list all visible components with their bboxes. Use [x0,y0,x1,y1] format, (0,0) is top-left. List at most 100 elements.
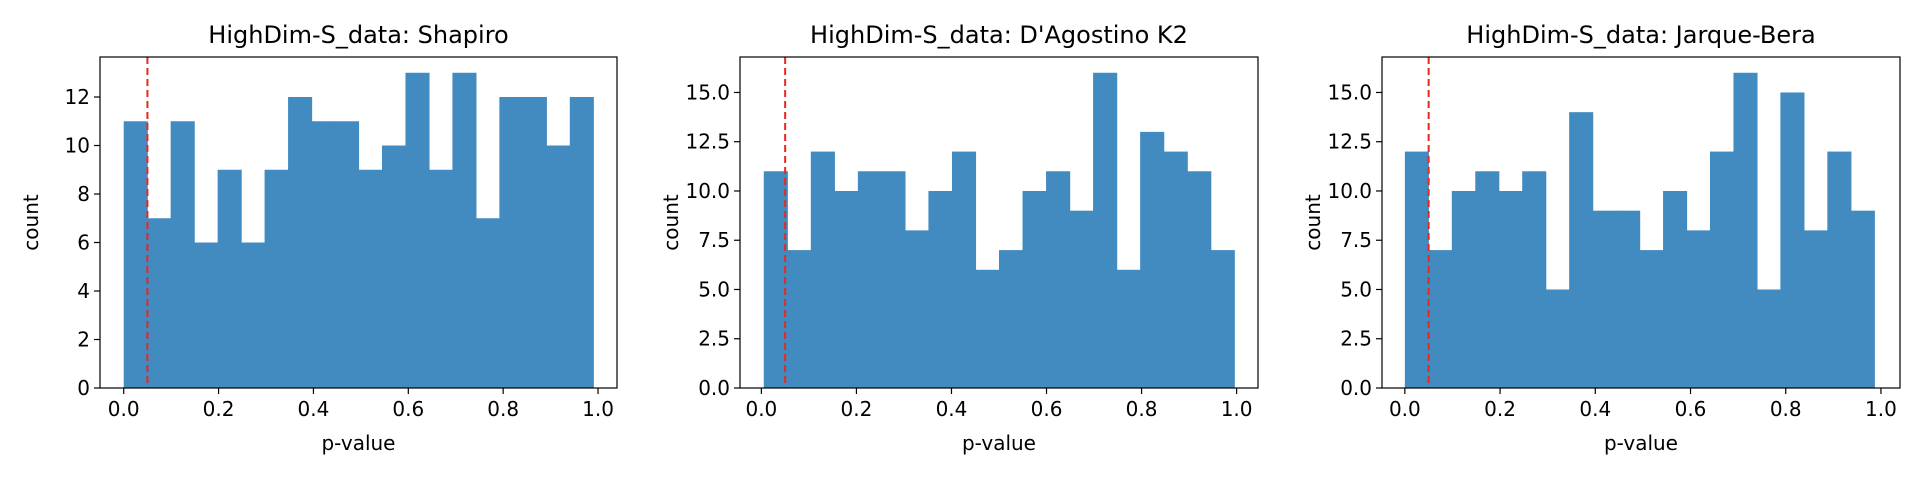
histogram-bar [1780,92,1805,388]
histogram-bar [810,151,835,388]
chart-panel-2: 0.0 0.2 0.4 0.6 0.8 1.0 0.0 2.5 5.0 7.5 10.0 12.5 15… [659,21,1259,455]
x-tick-label: 0.8 [1770,397,1802,421]
histogram-bar [1116,269,1141,388]
histogram-bar [763,171,788,388]
histogram-bar [546,145,571,388]
histogram-bar [1733,72,1758,388]
histogram-bar [1592,210,1617,388]
histogram-bar [1069,210,1094,388]
histogram-bar [1498,190,1523,388]
plot-frame [99,56,618,389]
plot-frame [739,56,1259,389]
histogram-bar [1616,210,1641,388]
x-tick-label: 0.0 [745,397,777,421]
histogram-bar [405,72,430,388]
histogram-bar [1428,250,1453,388]
x-tick-label: 1.0 [1221,397,1253,421]
histogram-bar [1210,250,1235,388]
chart-panel-3: 0.0 0.2 0.4 0.6 0.8 1.0 0.0 2.5 5.0 7.5 10.0 12.5 15… [1301,21,1901,455]
histogram-bar [288,97,313,388]
y-tick-label: 2.5 [698,327,730,351]
x-tick-label: 0.0 [108,397,140,421]
histogram-bar [881,171,906,388]
histogram-bar [975,269,1000,388]
x-tick-label: 0.2 [1484,397,1516,421]
histogram-bar [1163,151,1188,388]
histogram-bar [1093,72,1118,388]
x-tick-label: 0.8 [487,397,519,421]
histogram-bar [834,190,859,388]
histogram-bar [147,218,172,388]
y-tick-label: 7.5 [698,228,730,252]
histogram-bar [1803,230,1828,388]
x-tick-label: 0.0 [1389,397,1421,421]
histogram-bar [1709,151,1735,388]
histogram-bar [1522,171,1547,388]
y-tick-label: 15.0 [685,80,730,104]
histogram-bar [1187,171,1212,388]
y-tick-label: 10.0 [1327,179,1372,203]
y-tick-label: 2.5 [1340,327,1372,351]
histogram-bar [999,250,1024,388]
y-tick-label: 10 [65,134,90,158]
x-tick-label: 1.0 [1865,397,1897,421]
histogram-bar [522,97,547,388]
histogram-bar [241,242,266,388]
x-tick-label: 0.2 [841,397,873,421]
histogram-bar [170,121,195,388]
histogram-bar [569,97,594,388]
histogram-bar [264,169,289,388]
histogram-bar [452,72,477,388]
histogram-bar [1545,289,1570,388]
y-tick-label: 0 [77,376,90,400]
x-tick-label: 0.6 [392,397,424,421]
x-tick-label: 0.8 [1126,397,1158,421]
histogram-bar [951,151,977,388]
y-tick-label: 12 [65,85,90,109]
histogram-bar [1827,151,1852,388]
y-tick-label: 15.0 [1327,80,1372,104]
x-tick-label: 0.4 [1579,397,1611,421]
histogram-bar [475,218,500,388]
y-tick-label: 12.5 [685,130,730,154]
y-tick-label: 2 [77,328,90,352]
histogram-bar [217,169,242,388]
x-tick-label: 0.2 [203,397,235,421]
y-tick-label: 7.5 [1340,228,1372,252]
histogram-bar [1022,190,1047,388]
x-tick-label: 0.6 [1031,397,1063,421]
x-axis-label: p-value [962,431,1036,455]
histogram-bar [1569,112,1594,389]
y-tick-label: 8 [77,182,90,206]
x-tick-label: 0.6 [1675,397,1707,421]
histogram-bar [1756,289,1782,388]
histogram-bar [1663,190,1688,388]
histogram-bar [123,121,148,388]
y-tick-label: 10.0 [685,179,730,203]
y-tick-label: 4 [77,279,90,303]
y-tick-label: 0.0 [1340,376,1372,400]
y-tick-label: 5.0 [698,277,730,301]
histogram-bar [499,97,524,388]
y-axis-label: count [19,194,43,251]
y-tick-label: 5.0 [1340,277,1372,301]
y-axis-label: count [1301,194,1325,251]
histogram-bar [1639,250,1664,388]
histogram-bar [1475,171,1500,388]
histogram-bar [428,169,454,388]
histogram-bar [787,250,812,388]
x-tick-label: 1.0 [582,397,614,421]
histogram-bar [1140,131,1165,388]
y-axis-label: count [659,194,683,251]
histogram-bar [335,121,360,388]
histogram-bar [1686,230,1711,388]
chart-title: HighDim-S_data: D'Agostino K2 [810,21,1188,49]
histogram-bar [381,145,407,388]
y-tick-label: 12.5 [1327,130,1372,154]
histogram-bar [904,230,930,388]
plot-frame [1381,56,1901,389]
x-axis-label: p-value [321,431,395,455]
x-tick-label: 0.4 [936,397,968,421]
histogram-bar [311,121,336,388]
